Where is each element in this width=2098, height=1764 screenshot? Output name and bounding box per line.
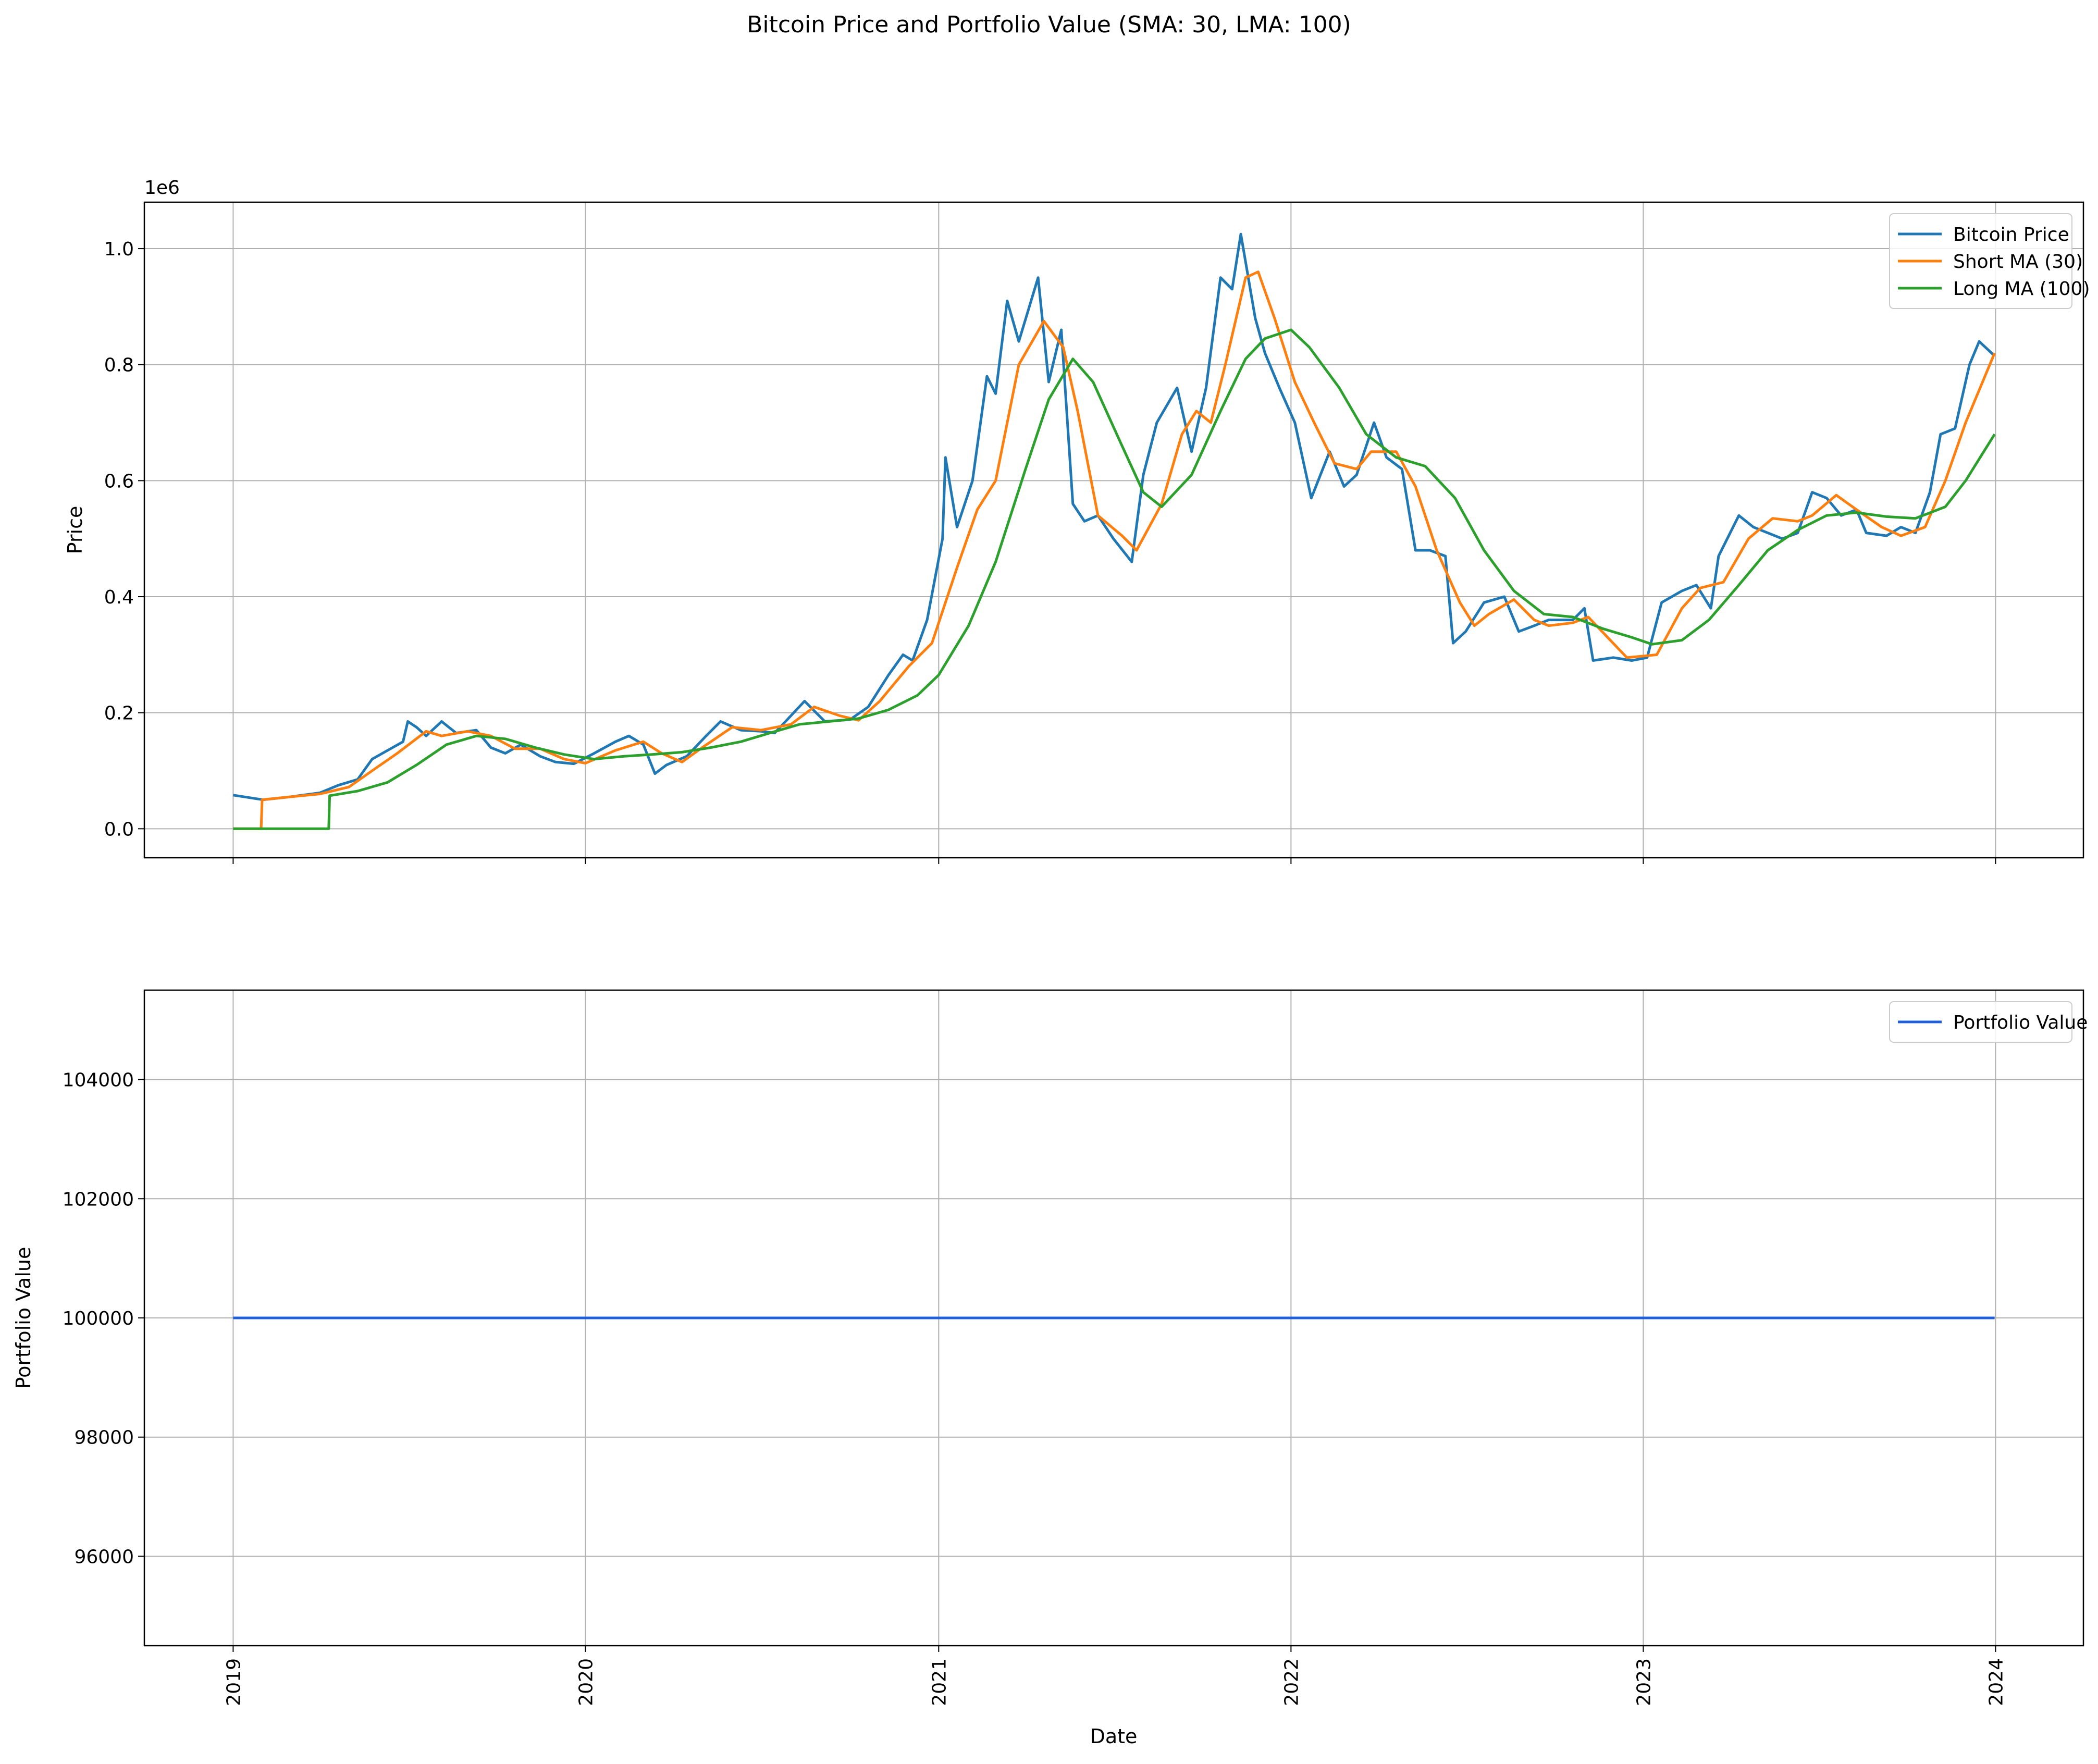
x-tick-label: 2022	[1281, 1658, 1302, 1706]
price-grid	[144, 202, 2083, 858]
legend-label: Portfolio Value	[1953, 1012, 2088, 1033]
portfolio-legend: Portfolio Value	[1889, 1001, 2088, 1043]
price-legend: Bitcoin Price Short MA (30) Long MA (100)	[1889, 213, 2090, 309]
price-y-offset-label: 1e6	[144, 177, 180, 199]
x-tick-label: 2021	[929, 1658, 950, 1706]
y-tick-label: 102000	[63, 1189, 134, 1210]
x-tick-label: 2023	[1633, 1658, 1655, 1706]
price-series	[233, 232, 1996, 830]
y-tick-label: 0.4	[104, 587, 134, 608]
series-line-long-ma-100	[233, 328, 1996, 830]
portfolio-grid	[144, 990, 2083, 1646]
y-tick-label: 0.8	[104, 355, 134, 376]
x-axis-label: Date	[1090, 1725, 1138, 1748]
x-tick-label: 2020	[575, 1658, 597, 1706]
legend-box	[1889, 1001, 2072, 1043]
y-tick-label: 0.6	[104, 471, 134, 492]
y-tick-label: 0.2	[104, 703, 134, 724]
y-tick-label: 0.0	[104, 819, 134, 840]
y-tick-label: 104000	[63, 1070, 134, 1091]
y-tick-label: 96000	[74, 1546, 134, 1568]
figure-title: Bitcoin Price and Portfolio Value (SMA: …	[747, 11, 1351, 38]
legend-label: Short MA (30)	[1953, 251, 2083, 273]
portfolio-ticks: 2019 2020 2021 2022 2023 2024 96000 98000 100000…	[63, 1070, 2007, 1706]
series-line-bitcoin-price	[233, 232, 1996, 801]
price-y-axis-label: Price	[64, 506, 87, 554]
price-axes-frame	[143, 201, 2084, 859]
price-axes: 0.0 0.2 0.4 0.6 0.8 1.0 1e6 Price Bitcoin Pri…	[64, 177, 2090, 864]
y-tick-label: 100000	[63, 1308, 134, 1329]
series-line-short-ma-30	[233, 270, 1996, 830]
x-tick-label: 2019	[223, 1658, 244, 1706]
portfolio-axes: 2019 2020 2021 2022 2023 2024 96000 98000 100000…	[12, 989, 2088, 1748]
y-tick-label: 1.0	[104, 239, 134, 260]
legend-label: Bitcoin Price	[1953, 224, 2069, 245]
price-ticks: 0.0 0.2 0.4 0.6 0.8 1.0	[104, 239, 1996, 864]
legend-label: Long MA (100)	[1953, 278, 2090, 300]
legend-box	[1889, 213, 2072, 309]
x-tick-label: 2024	[1985, 1658, 2007, 1706]
y-tick-label: 98000	[74, 1427, 134, 1449]
portfolio-y-axis-label: Portfolio Value	[12, 1247, 35, 1389]
